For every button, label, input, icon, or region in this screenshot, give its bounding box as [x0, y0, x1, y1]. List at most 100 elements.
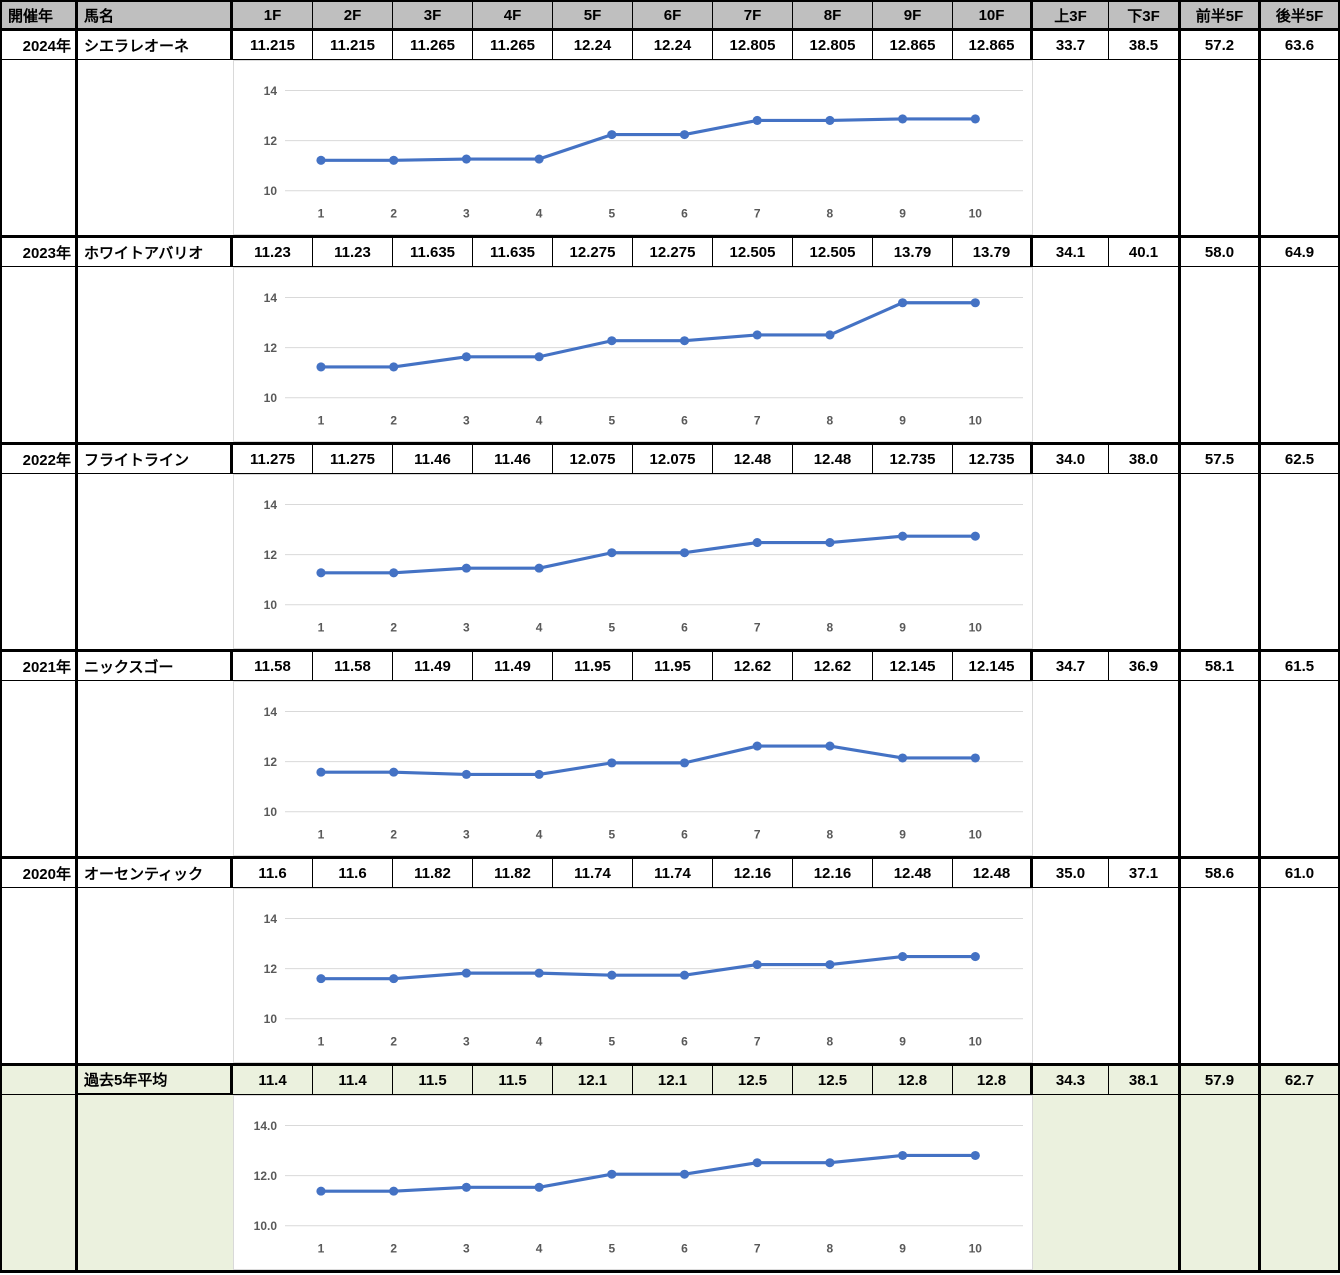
chart-cell[interactable]: 14.0 12.0 10.0 1 2 3 4 5 6 7 8 9 10: [233, 1095, 1033, 1273]
chart-cell[interactable]: 14 12 10 1 2 3 4 5 6 7 8 9 10: [233, 267, 1033, 445]
secondhalf5f-cell[interactable]: 62.7: [1261, 1066, 1338, 1095]
lap-cell-3f[interactable]: 11.635: [393, 238, 473, 267]
firsthalf5f-cell[interactable]: 57.2: [1181, 31, 1261, 60]
lap-cell-5f[interactable]: 12.1: [553, 1066, 633, 1095]
firsthalf5f-cell-empty[interactable]: [1181, 60, 1261, 238]
secondhalf5f-cell[interactable]: 64.9: [1261, 238, 1338, 267]
lap-cell-1f[interactable]: 11.4: [233, 1066, 313, 1095]
lap-cell-2f[interactable]: 11.23: [313, 238, 393, 267]
firsthalf5f-cell-empty[interactable]: [1181, 474, 1261, 652]
lap-cell-1f[interactable]: 11.58: [233, 652, 313, 681]
lap-cell-1f[interactable]: 11.6: [233, 859, 313, 888]
lap-cell-9f[interactable]: 12.48: [873, 859, 953, 888]
header-horse-name[interactable]: 馬名: [78, 2, 233, 31]
year-cell-empty[interactable]: [2, 60, 78, 238]
chart-cell[interactable]: 14 12 10 1 2 3 4 5 6 7 8 9 10: [233, 60, 1033, 238]
horse-name-cell[interactable]: 過去5年平均: [78, 1066, 233, 1095]
up3f-cell[interactable]: 34.0: [1033, 445, 1109, 474]
extras-merged-cell[interactable]: [1033, 1095, 1181, 1273]
lap-cell-8f[interactable]: 12.505: [793, 238, 873, 267]
lap-cell-3f[interactable]: 11.82: [393, 859, 473, 888]
lap-cell-2f[interactable]: 11.275: [313, 445, 393, 474]
firsthalf5f-cell[interactable]: 58.0: [1181, 238, 1261, 267]
year-cell-empty[interactable]: [2, 474, 78, 652]
lap-cell-8f[interactable]: 12.805: [793, 31, 873, 60]
secondhalf5f-cell-empty[interactable]: [1261, 681, 1338, 859]
horse-name-cell[interactable]: ホワイトアバリオ: [78, 238, 233, 267]
year-cell[interactable]: 2024年: [2, 31, 78, 60]
horse-name-cell[interactable]: フライトライン: [78, 445, 233, 474]
lap-cell-4f[interactable]: 11.265: [473, 31, 553, 60]
lap-cell-6f[interactable]: 11.95: [633, 652, 713, 681]
lap-cell-2f[interactable]: 11.6: [313, 859, 393, 888]
lap-cell-2f[interactable]: 11.4: [313, 1066, 393, 1095]
lap-cell-2f[interactable]: 11.58: [313, 652, 393, 681]
lap-cell-6f[interactable]: 12.1: [633, 1066, 713, 1095]
secondhalf5f-cell[interactable]: 62.5: [1261, 445, 1338, 474]
lap-cell-10f[interactable]: 12.145: [953, 652, 1033, 681]
year-cell[interactable]: 2023年: [2, 238, 78, 267]
lap-cell-9f[interactable]: 13.79: [873, 238, 953, 267]
year-cell[interactable]: 2020年: [2, 859, 78, 888]
down3f-cell[interactable]: 38.1: [1109, 1066, 1181, 1095]
firsthalf5f-cell-empty[interactable]: [1181, 888, 1261, 1066]
down3f-cell[interactable]: 38.0: [1109, 445, 1181, 474]
lap-cell-8f[interactable]: 12.48: [793, 445, 873, 474]
up3f-cell[interactable]: 34.3: [1033, 1066, 1109, 1095]
lap-cell-1f[interactable]: 11.23: [233, 238, 313, 267]
horse-cell-empty[interactable]: [78, 474, 233, 652]
lap-cell-5f[interactable]: 12.275: [553, 238, 633, 267]
lap-cell-3f[interactable]: 11.5: [393, 1066, 473, 1095]
lap-cell-8f[interactable]: 12.5: [793, 1066, 873, 1095]
header-lap-6f[interactable]: 6F: [633, 2, 713, 31]
header-lap-1f[interactable]: 1F: [233, 2, 313, 31]
lap-cell-5f[interactable]: 12.075: [553, 445, 633, 474]
extras-merged-cell[interactable]: [1033, 474, 1181, 652]
lap-cell-7f[interactable]: 12.62: [713, 652, 793, 681]
chart-cell[interactable]: 14 12 10 1 2 3 4 5 6 7 8 9 10: [233, 681, 1033, 859]
firsthalf5f-cell-empty[interactable]: [1181, 267, 1261, 445]
lap-cell-7f[interactable]: 12.5: [713, 1066, 793, 1095]
header-lap-8f[interactable]: 8F: [793, 2, 873, 31]
secondhalf5f-cell-empty[interactable]: [1261, 1095, 1338, 1273]
down3f-cell[interactable]: 36.9: [1109, 652, 1181, 681]
secondhalf5f-cell-empty[interactable]: [1261, 474, 1338, 652]
horse-name-cell[interactable]: オーセンティック: [78, 859, 233, 888]
header-secondhalf5f[interactable]: 後半5F: [1261, 2, 1338, 31]
lap-cell-7f[interactable]: 12.16: [713, 859, 793, 888]
up3f-cell[interactable]: 35.0: [1033, 859, 1109, 888]
year-cell[interactable]: 2022年: [2, 445, 78, 474]
horse-cell-empty[interactable]: [78, 888, 233, 1066]
lap-cell-3f[interactable]: 11.46: [393, 445, 473, 474]
up3f-cell[interactable]: 34.7: [1033, 652, 1109, 681]
extras-merged-cell[interactable]: [1033, 60, 1181, 238]
secondhalf5f-cell-empty[interactable]: [1261, 888, 1338, 1066]
firsthalf5f-cell[interactable]: 57.9: [1181, 1066, 1261, 1095]
header-lap-9f[interactable]: 9F: [873, 2, 953, 31]
lap-cell-5f[interactable]: 12.24: [553, 31, 633, 60]
horse-name-cell[interactable]: ニックスゴー: [78, 652, 233, 681]
year-cell-empty[interactable]: [2, 888, 78, 1066]
down3f-cell[interactable]: 40.1: [1109, 238, 1181, 267]
lap-cell-7f[interactable]: 12.805: [713, 31, 793, 60]
lap-cell-6f[interactable]: 12.275: [633, 238, 713, 267]
header-up3f[interactable]: 上3F: [1033, 2, 1109, 31]
header-lap-7f[interactable]: 7F: [713, 2, 793, 31]
lap-cell-6f[interactable]: 12.24: [633, 31, 713, 60]
header-lap-2f[interactable]: 2F: [313, 2, 393, 31]
header-firsthalf5f[interactable]: 前半5F: [1181, 2, 1261, 31]
down3f-cell[interactable]: 37.1: [1109, 859, 1181, 888]
lap-cell-10f[interactable]: 12.8: [953, 1066, 1033, 1095]
lap-cell-4f[interactable]: 11.49: [473, 652, 553, 681]
firsthalf5f-cell-empty[interactable]: [1181, 1095, 1261, 1273]
secondhalf5f-cell[interactable]: 61.5: [1261, 652, 1338, 681]
lap-cell-10f[interactable]: 12.865: [953, 31, 1033, 60]
extras-merged-cell[interactable]: [1033, 681, 1181, 859]
lap-cell-8f[interactable]: 12.62: [793, 652, 873, 681]
lap-cell-7f[interactable]: 12.48: [713, 445, 793, 474]
extras-merged-cell[interactable]: [1033, 267, 1181, 445]
header-lap-5f[interactable]: 5F: [553, 2, 633, 31]
